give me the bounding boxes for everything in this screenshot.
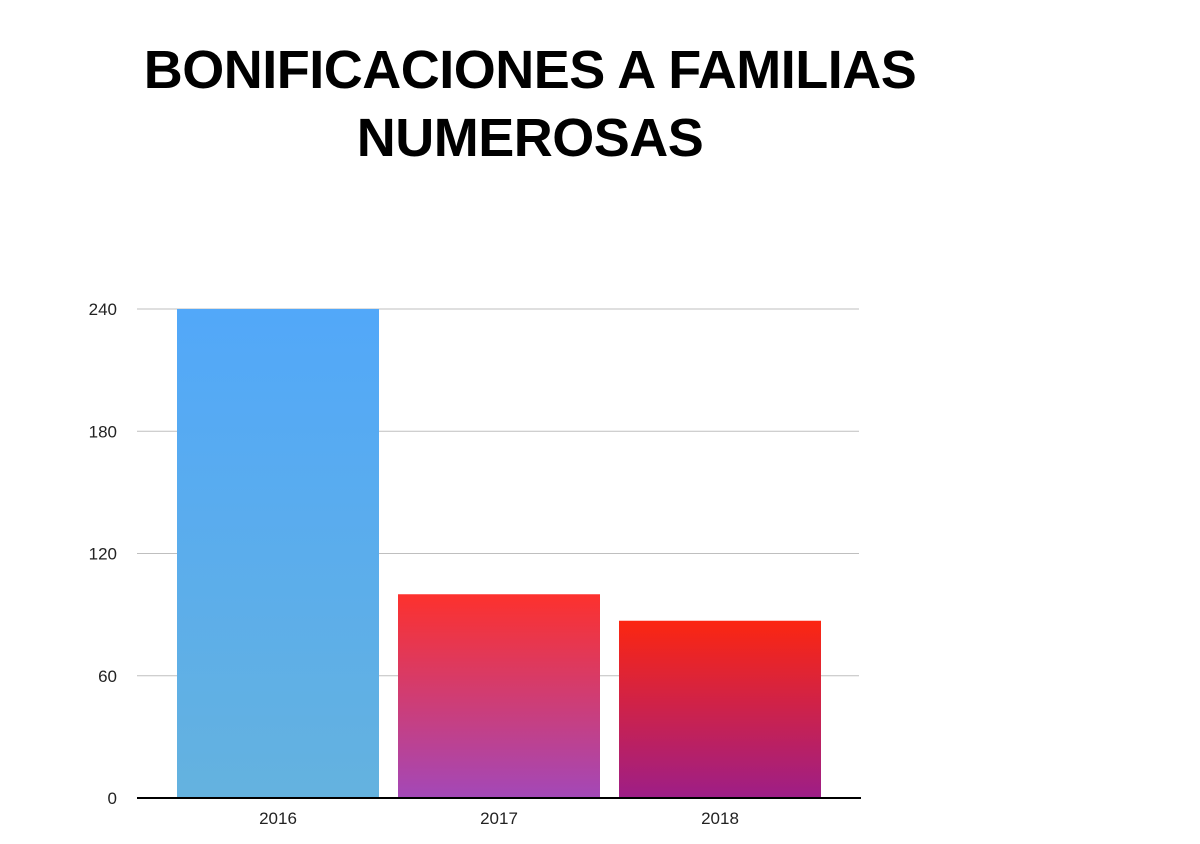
bar-2016 [177,309,379,798]
x-tick-label-2017: 2017 [480,809,518,828]
x-tick-label-2016: 2016 [259,809,297,828]
y-tick-label: 60 [98,667,117,686]
bars [177,309,821,798]
y-tick-label: 0 [108,789,117,808]
bar-2018 [619,620,821,798]
x-tick-label-2018: 2018 [701,809,739,828]
y-tick-label: 180 [89,422,117,441]
chart-title-line-1: BONIFICACIONES A FAMILIAS [143,40,917,100]
y-tick-label: 240 [89,300,117,319]
y-tick-label: 120 [89,545,117,564]
y-axis-ticks: 0 60 120 180 240 [89,300,117,808]
x-axis-ticks: 2016 2017 2018 [259,809,739,828]
chart-title-line-2: NUMEROSAS [356,108,704,168]
chart-title: BONIFICACIONES A FAMILIAS NUMEROSAS [0,36,1060,172]
bar-2017 [398,594,600,798]
